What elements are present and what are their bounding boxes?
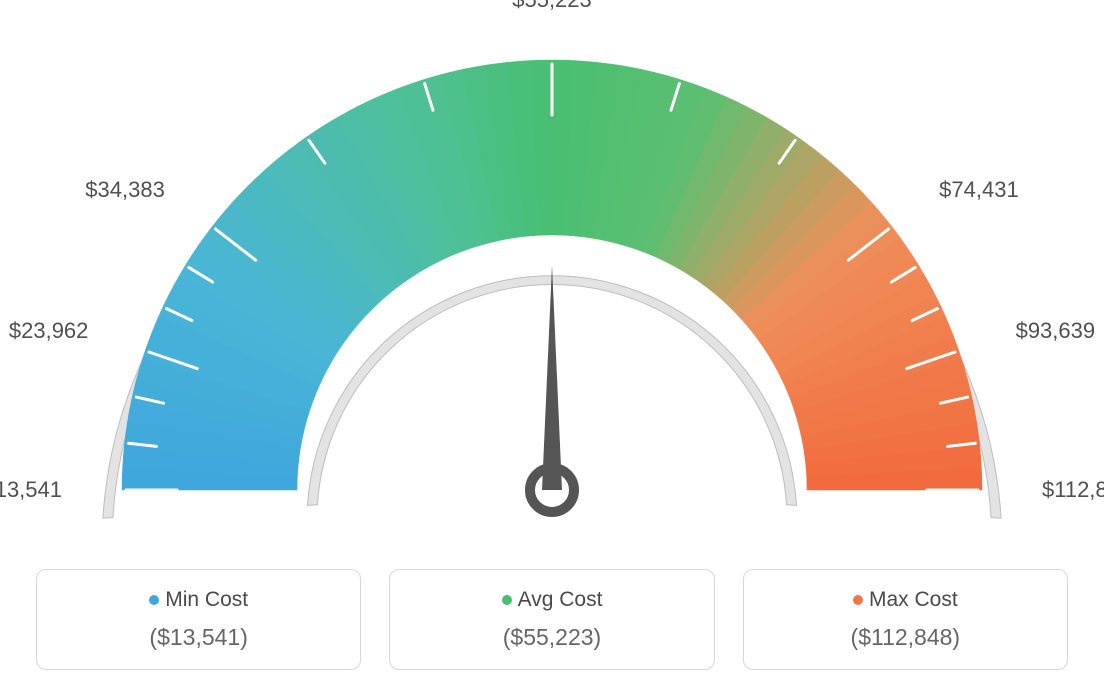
- summary-cards: Min Cost ($13,541) Avg Cost ($55,223) Ma…: [36, 569, 1068, 670]
- gauge-scale-label: $34,383: [85, 177, 165, 203]
- gauge-scale-label: $55,223: [512, 0, 592, 13]
- gauge-scale-label: $93,639: [1016, 318, 1096, 344]
- gauge-chart: $13,541 $23,962 $34,383 $55,223 $74,431 $93,6…: [0, 0, 1104, 540]
- min-cost-value: ($13,541): [37, 624, 360, 651]
- avg-dot-icon: [502, 595, 512, 605]
- avg-cost-card: Avg Cost ($55,223): [389, 569, 714, 670]
- min-cost-title: Min Cost: [37, 588, 360, 612]
- max-cost-label: Max Cost: [869, 588, 958, 611]
- min-cost-card: Min Cost ($13,541): [36, 569, 361, 670]
- min-cost-label: Min Cost: [165, 588, 248, 611]
- gauge-scale-label: $13,541: [0, 477, 62, 503]
- min-dot-icon: [149, 595, 159, 605]
- avg-cost-title: Avg Cost: [390, 588, 713, 612]
- gauge-svg: [0, 0, 1104, 540]
- max-cost-card: Max Cost ($112,848): [743, 569, 1068, 670]
- max-dot-icon: [853, 595, 863, 605]
- gauge-scale-label: $23,962: [9, 318, 89, 344]
- avg-cost-value: ($55,223): [390, 624, 713, 651]
- max-cost-title: Max Cost: [744, 588, 1067, 612]
- avg-cost-label: Avg Cost: [518, 588, 603, 611]
- max-cost-value: ($112,848): [744, 624, 1067, 651]
- gauge-scale-label: $74,431: [939, 177, 1019, 203]
- cost-gauge-infographic: $13,541 $23,962 $34,383 $55,223 $74,431 $93,6…: [0, 0, 1104, 690]
- gauge-scale-label: $112,848: [1042, 477, 1104, 503]
